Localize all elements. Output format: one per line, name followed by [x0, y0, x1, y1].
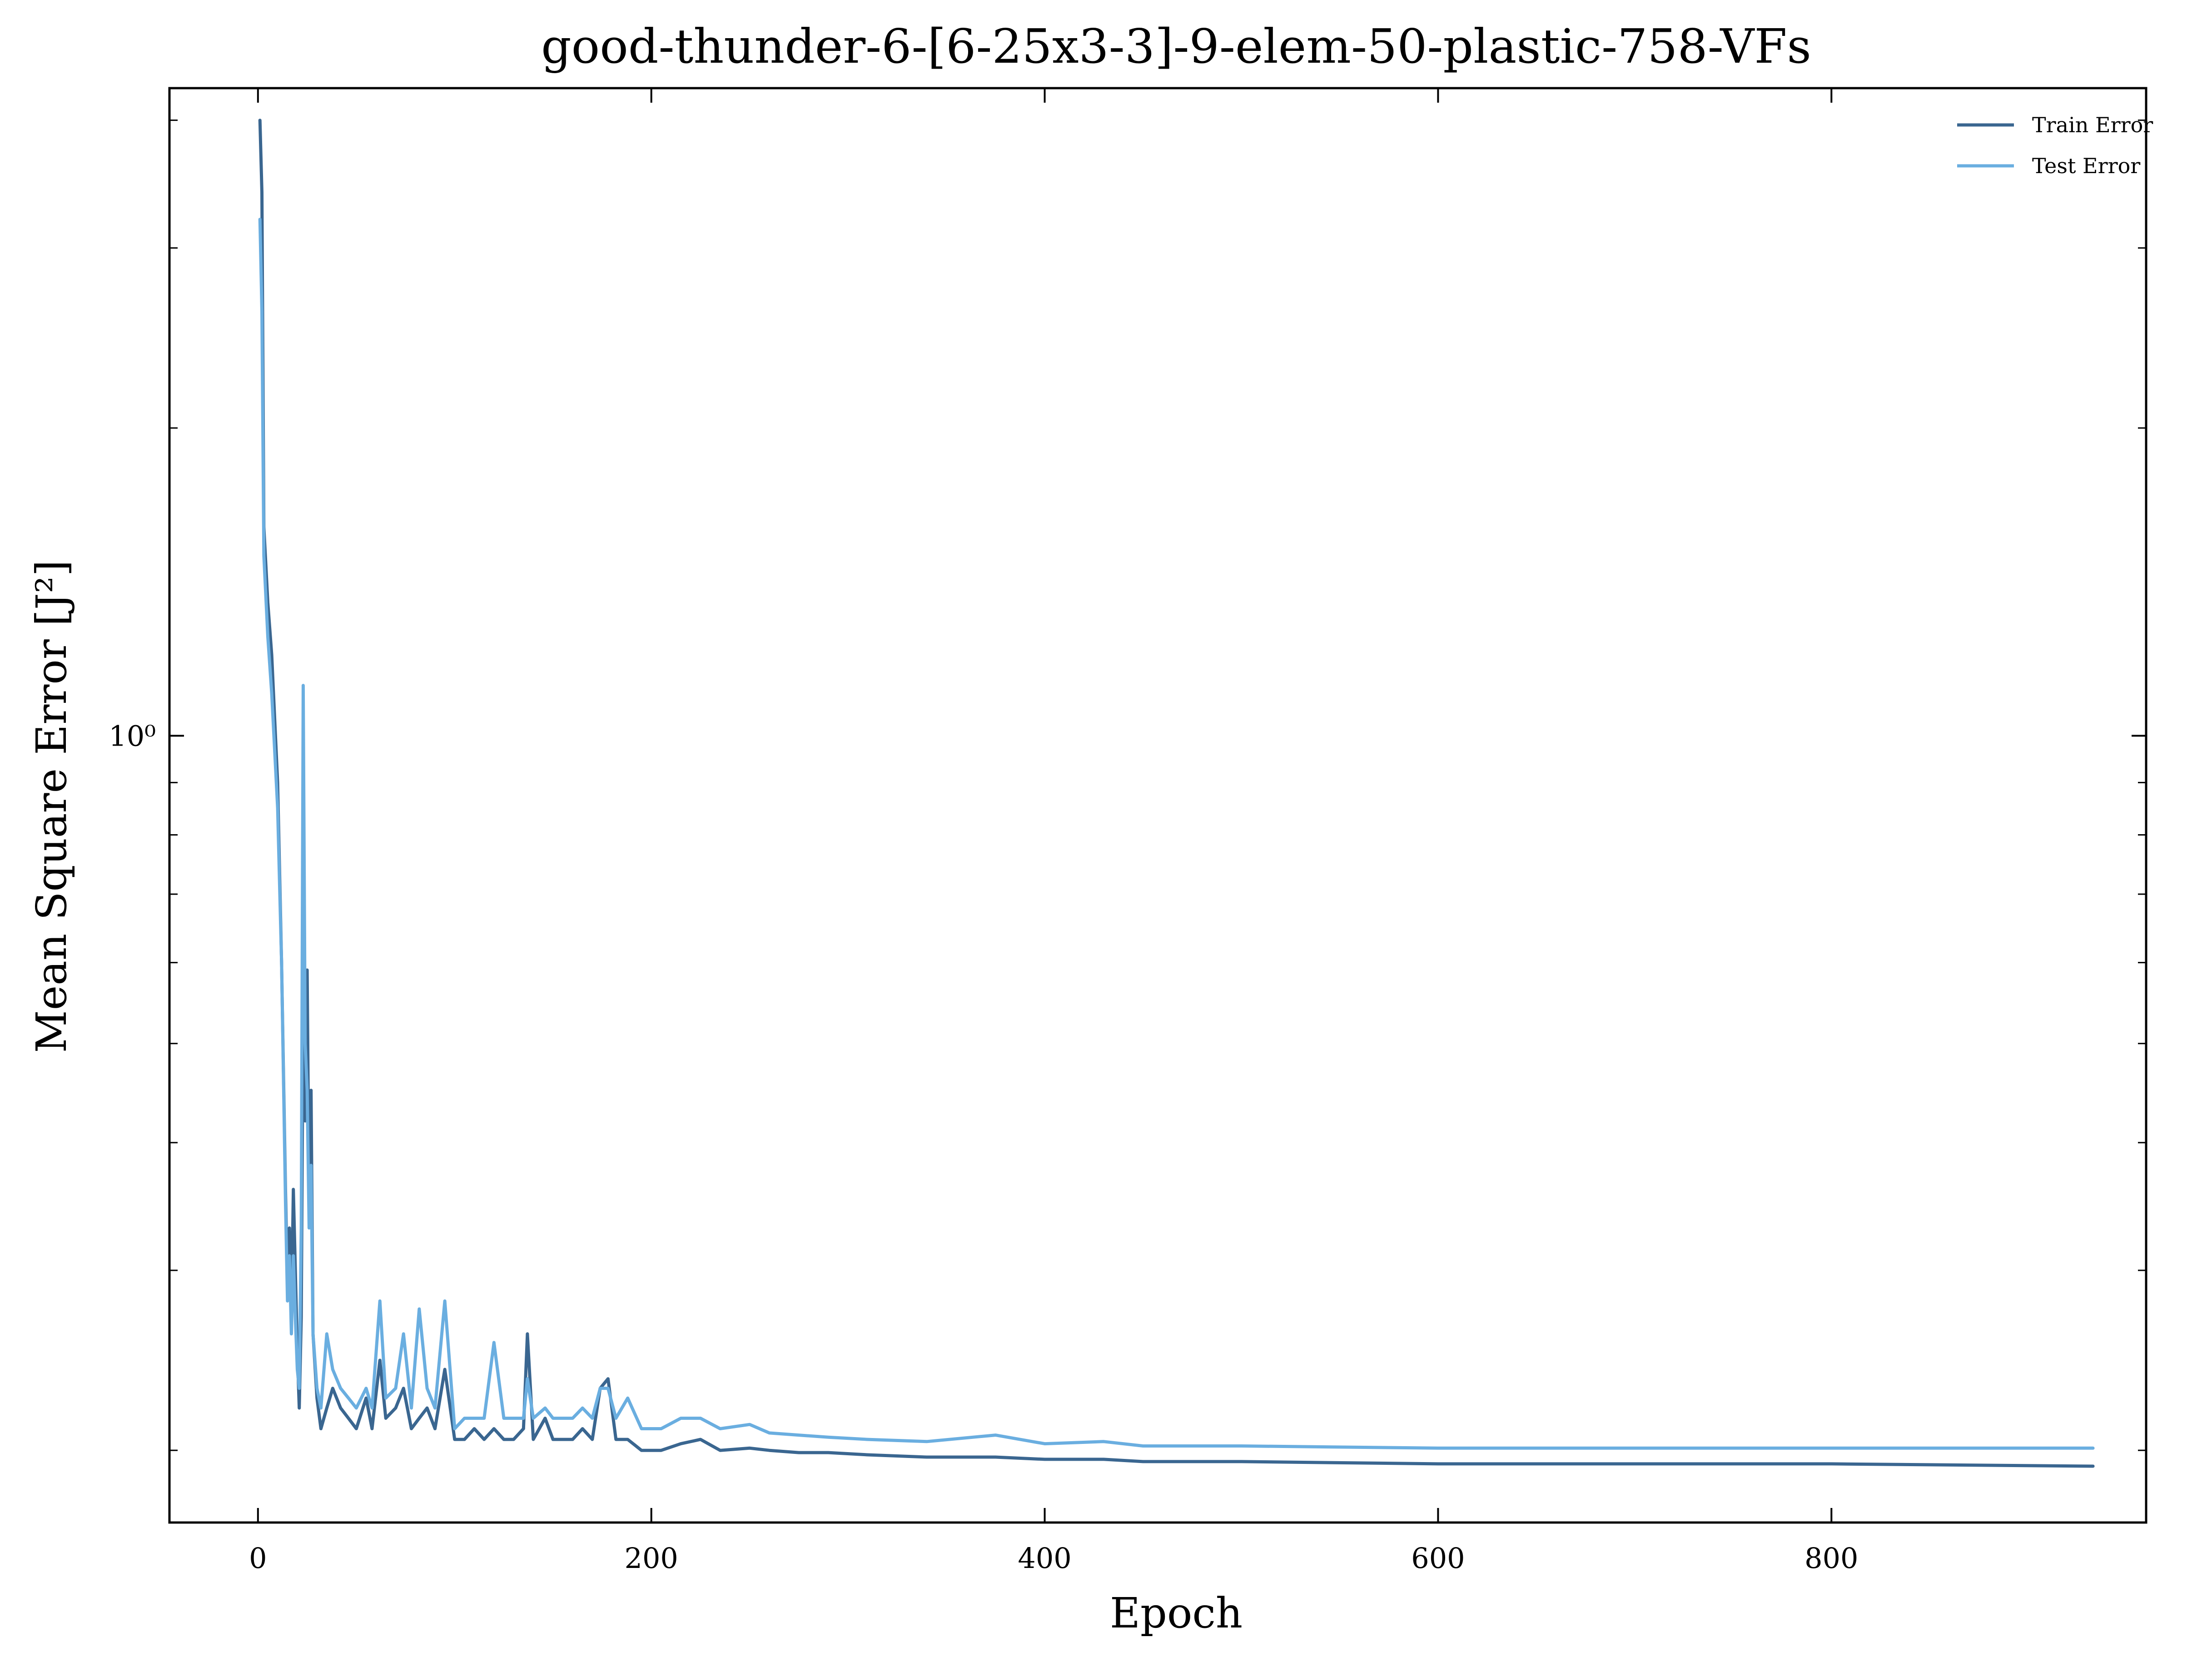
- y-axis-ticks: 10⁰: [109, 119, 2146, 1451]
- chart-title: good-thunder-6-[6-25x3-3]-9-elem-50-plas…: [541, 19, 1811, 74]
- y-tick-label: 10⁰: [109, 719, 156, 752]
- line-layer: [258, 119, 2095, 1468]
- legend-label-train: Train Error: [2032, 113, 2153, 137]
- series-line-test-error: [258, 218, 2095, 1450]
- x-axis-ticks: 0 200 400 600 800: [249, 88, 1858, 1575]
- x-tick-label: 0: [249, 1542, 267, 1575]
- x-tick-label: 800: [1804, 1542, 1858, 1575]
- y-axis-label: Mean Square Error [J²]: [27, 560, 76, 1053]
- legend-label-test: Test Error: [2032, 154, 2140, 178]
- x-tick-label: 200: [625, 1542, 678, 1575]
- plot-frame: [168, 87, 2147, 1524]
- x-axis-label: Epoch: [1110, 1589, 1243, 1637]
- x-tick-label: 400: [1018, 1542, 1071, 1575]
- x-tick-label: 600: [1411, 1542, 1465, 1575]
- legend: Train Error Test Error: [1957, 113, 2153, 178]
